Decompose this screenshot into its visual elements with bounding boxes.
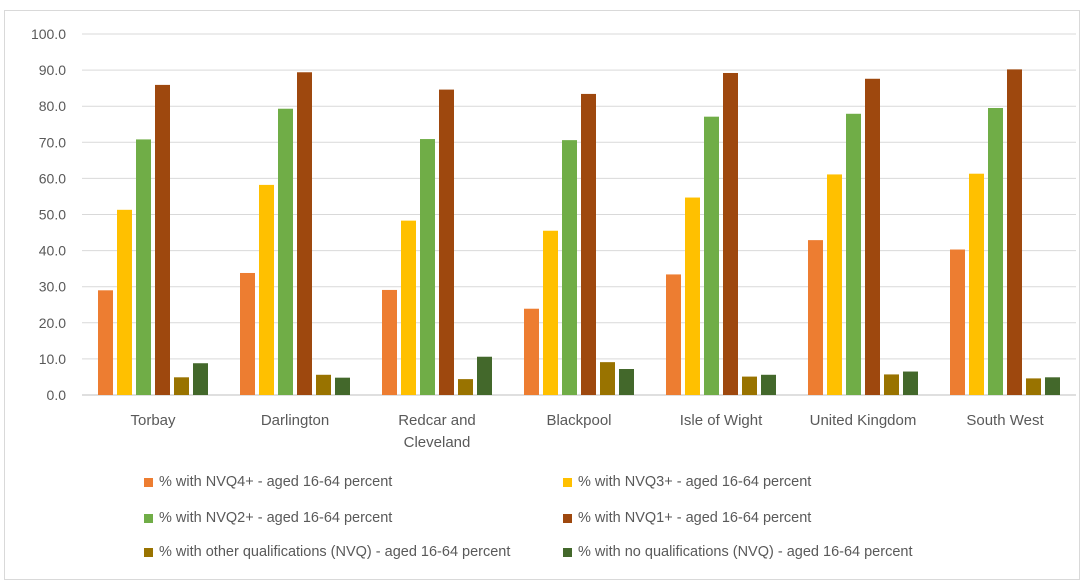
bar xyxy=(420,139,435,395)
bar xyxy=(704,116,719,395)
y-axis: 0.0 10.0 20.0 30.0 40.0 50.0 60.0 70.0 80.0 90.0 1… xyxy=(31,26,66,403)
bar xyxy=(950,249,965,395)
bar xyxy=(884,374,899,395)
y-tick-label: 0.0 xyxy=(47,387,67,403)
y-tick-label: 100.0 xyxy=(31,26,66,42)
y-tick-label: 20.0 xyxy=(39,315,66,331)
bar xyxy=(401,220,416,395)
bar xyxy=(846,113,861,395)
x-axis: Torbay Darlington Redcar and Cleveland Black… xyxy=(130,412,1044,451)
y-tick-label: 60.0 xyxy=(39,170,66,186)
bar xyxy=(723,72,738,395)
bar xyxy=(969,173,984,395)
category-label: Torbay xyxy=(130,412,176,429)
bar xyxy=(685,197,700,395)
bar xyxy=(742,376,757,395)
bar xyxy=(619,369,634,395)
y-tick-label: 30.0 xyxy=(39,279,66,295)
bar xyxy=(278,108,293,396)
category-label: South West xyxy=(966,412,1044,429)
bar xyxy=(1026,378,1041,395)
bar xyxy=(297,72,312,396)
category-label: United Kingdom xyxy=(810,412,917,429)
y-tick-label: 90.0 xyxy=(39,62,66,78)
bar xyxy=(193,363,208,395)
bar xyxy=(335,377,350,395)
y-tick-label: 80.0 xyxy=(39,98,66,114)
bar xyxy=(562,140,577,395)
bar xyxy=(477,356,492,395)
bar xyxy=(136,139,151,395)
bar xyxy=(581,93,596,396)
y-tick-label: 10.0 xyxy=(39,351,66,367)
category-label: Blackpool xyxy=(546,412,611,429)
bar xyxy=(316,374,331,395)
bar xyxy=(543,230,558,395)
bar xyxy=(827,174,842,395)
bar xyxy=(117,209,132,395)
bar xyxy=(865,78,880,395)
bar xyxy=(240,272,255,395)
bar xyxy=(666,274,681,395)
y-tick-label: 40.0 xyxy=(39,243,66,259)
y-tick-label: 50.0 xyxy=(39,207,66,223)
bar xyxy=(808,240,823,395)
bar xyxy=(1045,377,1060,395)
category-label: Redcar and Cleveland xyxy=(398,412,476,451)
gridlines xyxy=(82,33,1076,396)
bar xyxy=(439,89,454,396)
bar xyxy=(458,379,473,395)
bar xyxy=(761,374,776,395)
bar xyxy=(382,289,397,395)
bar xyxy=(600,362,615,395)
category-label: Isle of Wight xyxy=(680,412,763,429)
bar-group xyxy=(98,69,1060,396)
bar xyxy=(524,308,539,395)
y-tick-label: 70.0 xyxy=(39,134,66,150)
bar xyxy=(988,108,1003,395)
bar xyxy=(174,377,189,395)
bar xyxy=(155,84,170,395)
bar xyxy=(98,290,113,395)
bar xyxy=(259,184,274,395)
category-label: Darlington xyxy=(261,412,329,429)
bar xyxy=(903,371,918,395)
bar xyxy=(1007,69,1022,396)
